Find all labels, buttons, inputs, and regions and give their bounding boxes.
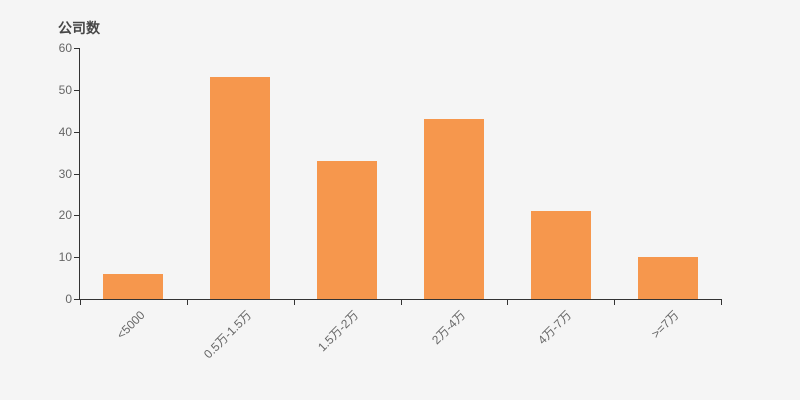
y-axis-tick <box>74 48 79 49</box>
x-axis-tick <box>80 300 81 305</box>
x-axis-tick <box>614 300 616 305</box>
bar[interactable] <box>530 211 591 299</box>
y-axis-tick <box>74 131 79 133</box>
y-axis-tick <box>74 173 79 175</box>
bar[interactable] <box>103 273 164 299</box>
x-axis-line <box>79 299 722 300</box>
y-axis-tick-label: 60 <box>58 41 72 55</box>
y-axis-line <box>79 48 80 300</box>
y-axis-tick <box>74 257 79 259</box>
bar[interactable] <box>317 160 378 299</box>
y-axis-tick-label: 10 <box>58 250 72 265</box>
x-axis-tick <box>400 300 402 305</box>
y-axis-tick <box>74 299 79 300</box>
bar[interactable] <box>210 77 271 299</box>
y-axis-tick-label: 40 <box>58 124 72 139</box>
y-axis-tick-label: 50 <box>58 82 72 97</box>
x-axis-label: 1.5万-2万 <box>314 308 361 355</box>
bar[interactable] <box>423 119 484 299</box>
y-axis-tick-label: 30 <box>58 166 72 181</box>
x-axis-tick <box>186 300 188 305</box>
x-axis-label: 2万-4万 <box>428 308 468 348</box>
x-axis-label: 0.5万-1.5万 <box>200 308 255 362</box>
x-axis-tick <box>293 300 295 305</box>
chart-title: 公司数 <box>58 20 100 36</box>
x-axis-label: <5000 <box>113 308 148 342</box>
bar[interactable] <box>637 257 698 299</box>
x-axis-tick <box>721 300 722 305</box>
x-axis-tick <box>507 300 509 305</box>
y-axis-tick-label: 20 <box>58 208 72 223</box>
x-axis-label: >=7万 <box>648 308 682 342</box>
y-axis-tick <box>74 89 79 91</box>
y-axis-tick <box>74 215 79 217</box>
x-axis-label: 4万-7万 <box>535 308 575 348</box>
y-axis-tick-label: 0 <box>65 292 72 306</box>
